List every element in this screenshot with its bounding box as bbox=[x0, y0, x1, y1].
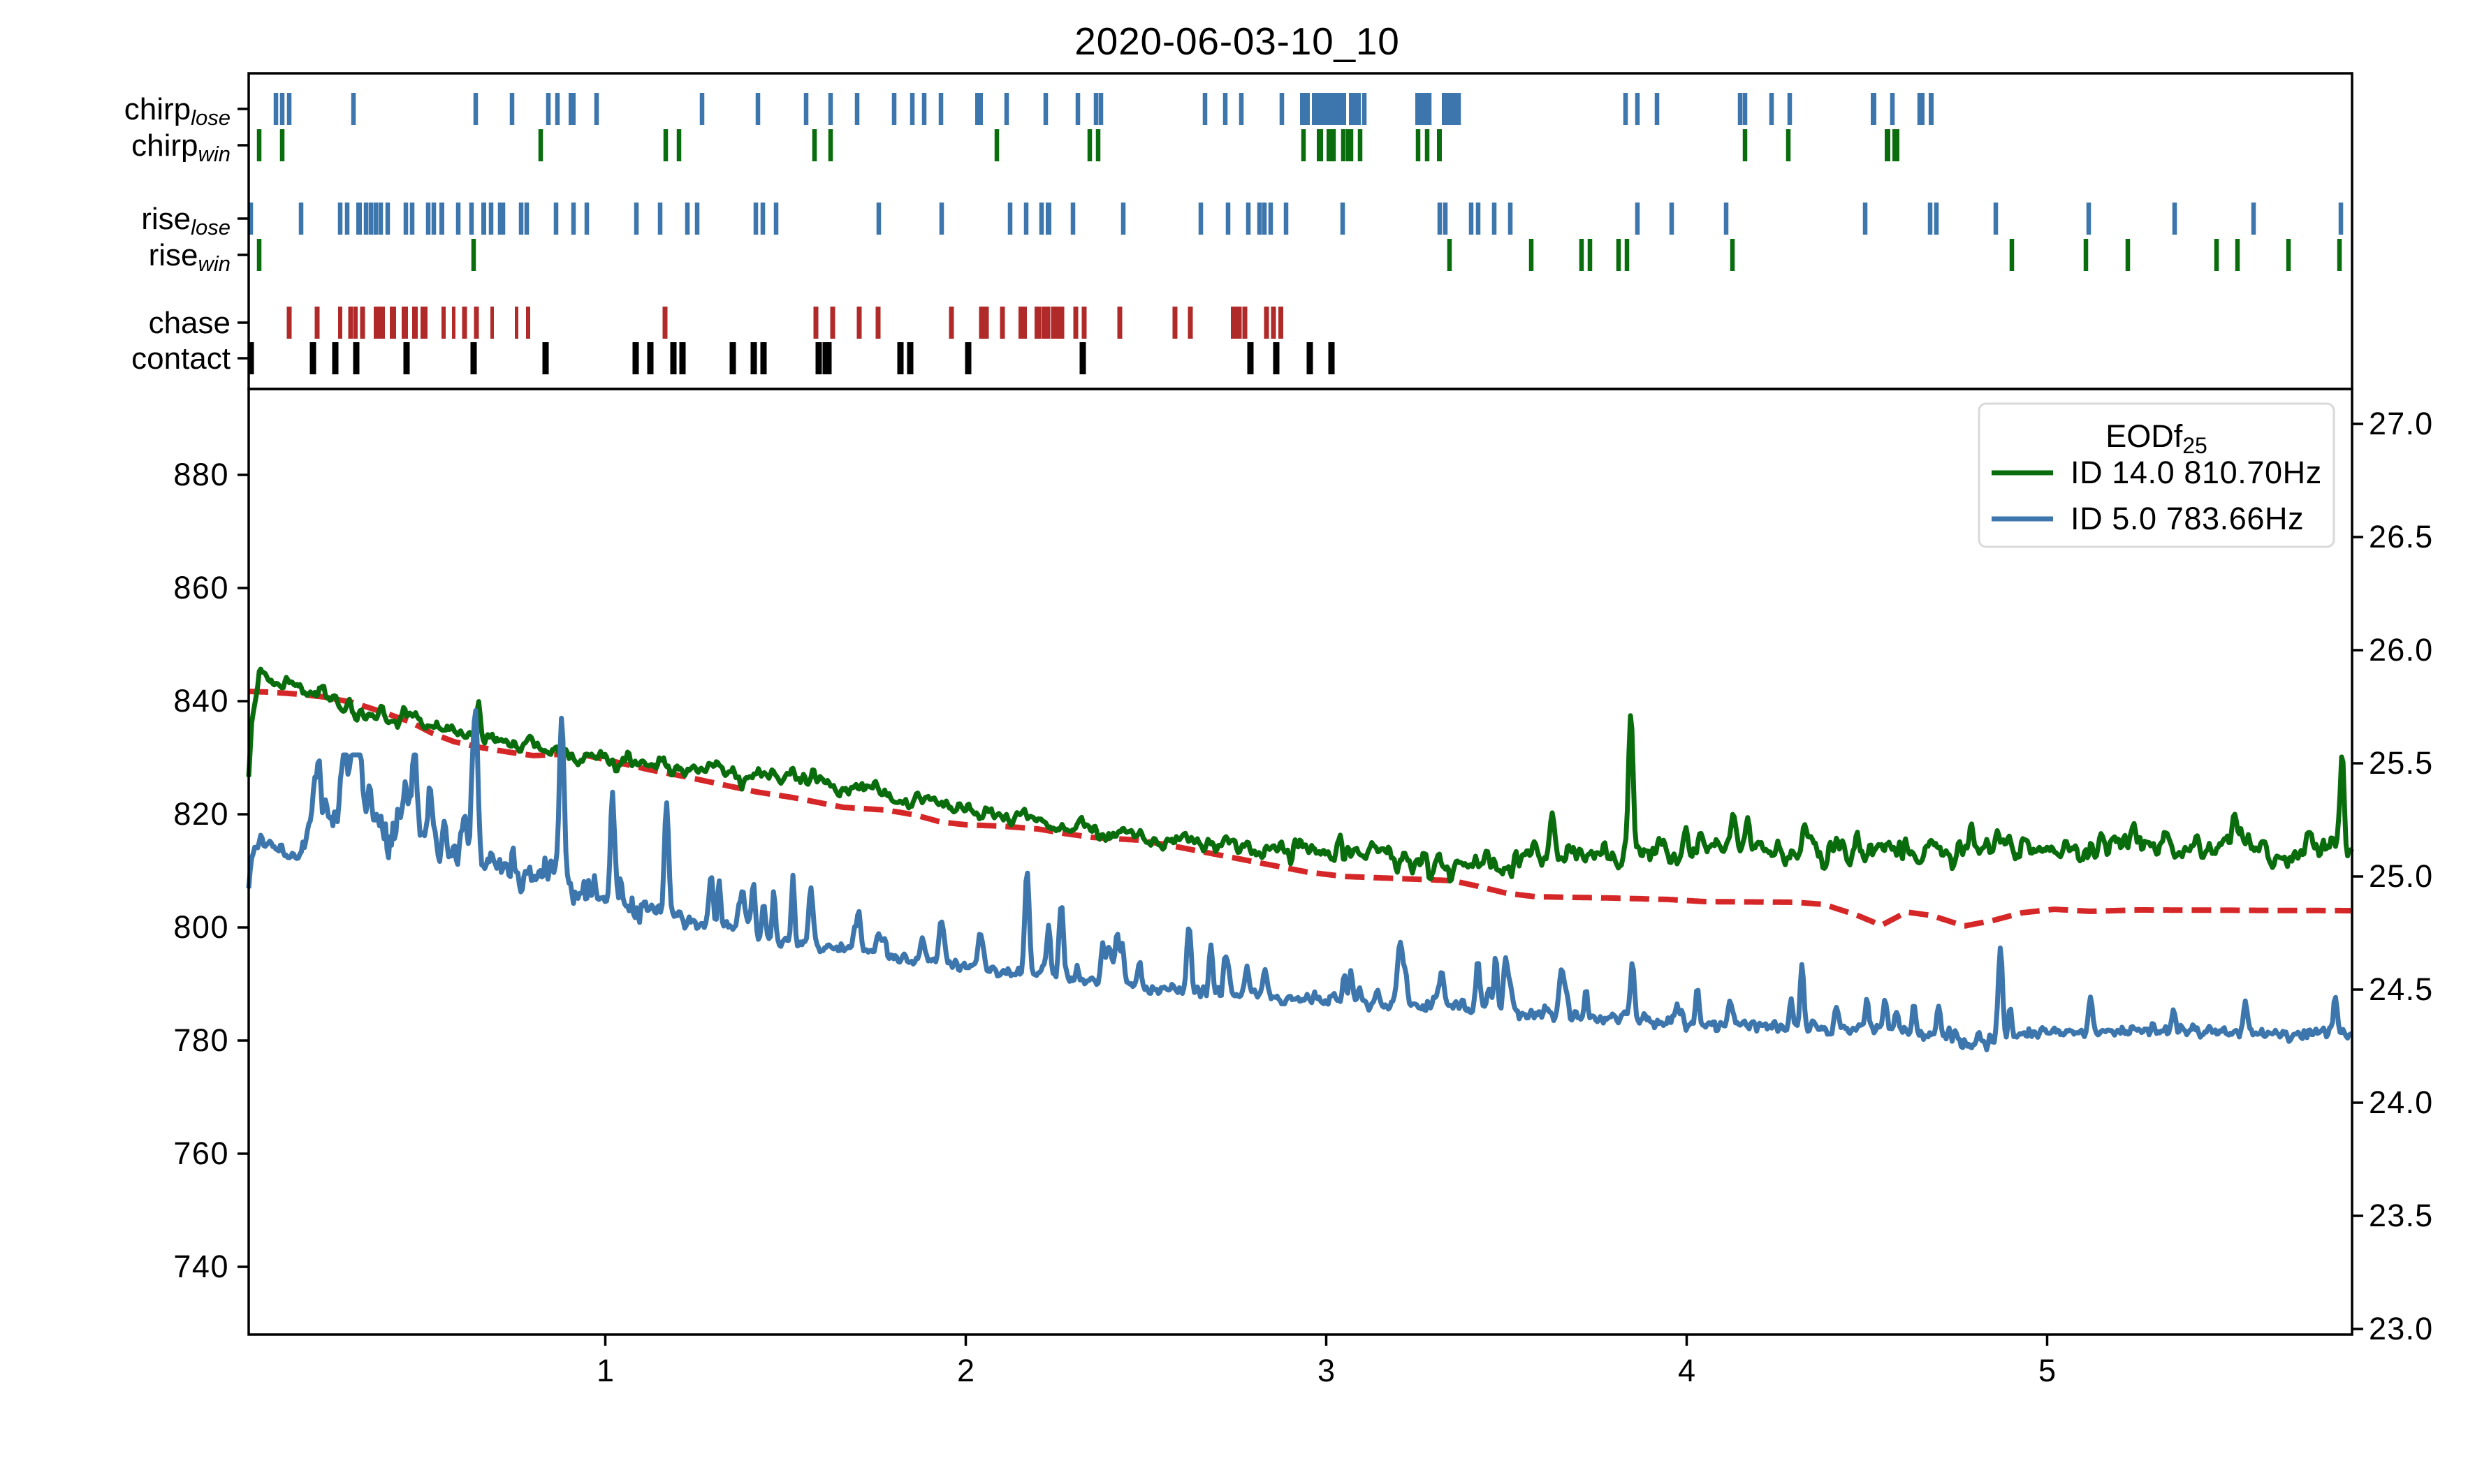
svg-text:5: 5 bbox=[2038, 1353, 2056, 1388]
svg-text:1: 1 bbox=[597, 1353, 614, 1388]
svg-text:840: 840 bbox=[173, 683, 229, 719]
svg-text:23.5: 23.5 bbox=[2369, 1198, 2433, 1233]
svg-text:ID 5.0 783.66Hz: ID 5.0 783.66Hz bbox=[2071, 501, 2304, 536]
svg-text:27.0: 27.0 bbox=[2369, 406, 2433, 441]
svg-text:contact: contact bbox=[131, 341, 231, 376]
svg-text:760: 760 bbox=[173, 1136, 229, 1171]
svg-text:26.0: 26.0 bbox=[2369, 632, 2433, 668]
svg-text:2020-06-03-10_10: 2020-06-03-10_10 bbox=[1074, 20, 1399, 63]
svg-text:ID 14.0 810.70Hz: ID 14.0 810.70Hz bbox=[2071, 455, 2322, 490]
svg-text:23.0: 23.0 bbox=[2369, 1311, 2433, 1346]
svg-text:820: 820 bbox=[173, 796, 229, 832]
svg-text:880: 880 bbox=[173, 457, 229, 492]
svg-text:24.0: 24.0 bbox=[2369, 1085, 2433, 1120]
svg-text:25.0: 25.0 bbox=[2369, 858, 2433, 894]
svg-text:25.5: 25.5 bbox=[2369, 745, 2433, 781]
svg-text:4: 4 bbox=[1678, 1353, 1695, 1388]
svg-text:740: 740 bbox=[173, 1249, 229, 1284]
svg-text:3: 3 bbox=[1317, 1353, 1335, 1388]
svg-text:EODf25: EODf25 bbox=[2105, 418, 2207, 458]
svg-text:860: 860 bbox=[173, 570, 229, 605]
svg-text:chase: chase bbox=[149, 306, 231, 340]
svg-text:780: 780 bbox=[173, 1022, 229, 1058]
svg-text:24.5: 24.5 bbox=[2369, 971, 2433, 1007]
svg-text:800: 800 bbox=[173, 909, 229, 945]
svg-text:2: 2 bbox=[957, 1353, 974, 1388]
svg-text:26.5: 26.5 bbox=[2369, 519, 2433, 554]
